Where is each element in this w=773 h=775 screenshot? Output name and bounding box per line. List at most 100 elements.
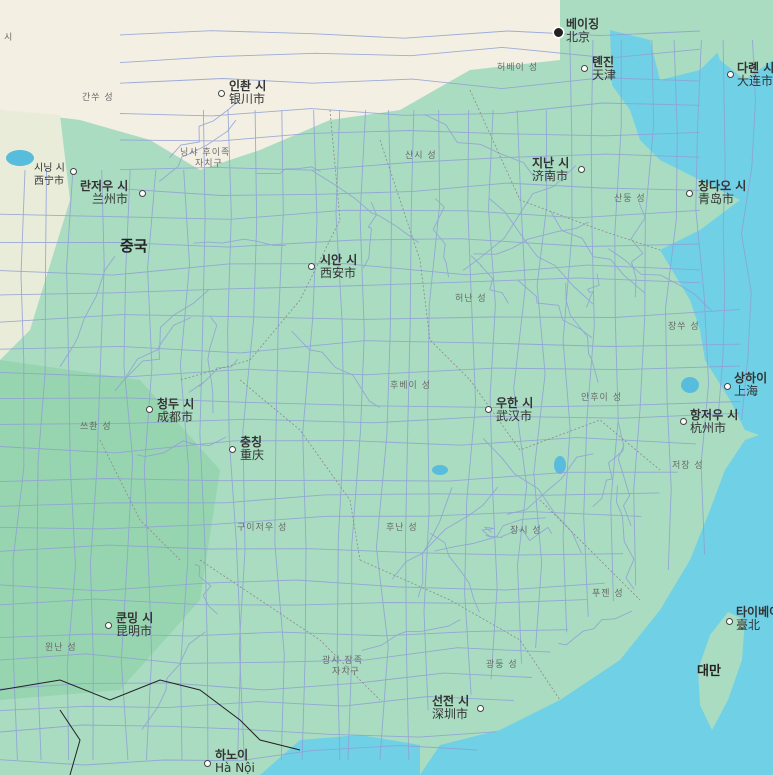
city-marker-shanghai[interactable]: [724, 383, 731, 390]
city-wuhan[interactable]: 우한 시 武汉市: [496, 397, 533, 423]
vietnam-border: [0, 679, 301, 751]
road: [312, 170, 419, 243]
road: [119, 182, 701, 196]
city-hangzhou-local: 杭州市: [690, 421, 727, 435]
city-chengdu-ko: 청두 시: [157, 397, 195, 411]
city-tianjin[interactable]: 톈진 天津: [592, 56, 616, 82]
city-marker-dalian[interactable]: [727, 71, 734, 78]
road: [0, 672, 533, 691]
province-label-jiangxi: 장시 성: [510, 526, 542, 536]
road: [0, 598, 587, 606]
road: [0, 437, 696, 454]
city-taipei[interactable]: 타이베이 臺北: [736, 606, 773, 632]
city-chengdu[interactable]: 청두 시 成都市: [157, 398, 194, 424]
province-label-guizhou: 구이저우 성: [237, 523, 288, 533]
laos-border: [59, 709, 81, 775]
province-label-hunan: 후난 성: [386, 523, 418, 533]
road: [119, 30, 701, 39]
road: [586, 273, 600, 308]
road: [114, 317, 192, 392]
province-label-gansu: 간쑤 성: [82, 93, 114, 103]
province-label-guangdong: 광둥 성: [486, 660, 518, 670]
city-xian-ko: 시안 시: [320, 253, 358, 267]
road: [0, 340, 741, 354]
city-marker-taipei[interactable]: [726, 618, 733, 625]
road: [238, 109, 258, 761]
city-marker-tianjin[interactable]: [581, 65, 588, 72]
road: [562, 39, 573, 633]
city-xian[interactable]: 시안 시 西安市: [320, 254, 357, 280]
city-marker-yinchuan[interactable]: [218, 90, 225, 97]
road: [583, 39, 595, 617]
city-chongqing[interactable]: 충칭 重庆: [240, 436, 264, 462]
city-xining-ko: 시닝 시: [34, 163, 65, 174]
road: [66, 169, 76, 761]
road: [207, 315, 218, 414]
city-marker-hanoi[interactable]: [204, 760, 211, 767]
city-marker-chengdu[interactable]: [146, 406, 153, 413]
city-lanzhou[interactable]: 란저우 시 兰州市: [80, 180, 128, 206]
road: [695, 39, 710, 555]
city-lanzhou-local: 兰州市: [92, 192, 129, 206]
city-marker-kunming[interactable]: [105, 622, 112, 629]
city-shanghai-ko: 상하이: [734, 371, 768, 385]
road: [0, 696, 514, 712]
city-yinchuan[interactable]: 인촨 시 银川市: [229, 80, 266, 106]
city-lanzhou-ko: 란저우 시: [80, 179, 129, 193]
road: [193, 238, 286, 247]
road: [473, 221, 590, 255]
city-marker-qingdao[interactable]: [686, 190, 693, 197]
city-shenzhen[interactable]: 선전 시 深圳市: [432, 695, 469, 721]
city-marker-xian[interactable]: [308, 263, 315, 270]
city-marker-xining[interactable]: [70, 168, 77, 175]
city-marker-hangzhou[interactable]: [680, 418, 687, 425]
city-marker-wuhan[interactable]: [485, 406, 492, 413]
road: [347, 109, 367, 761]
road: [0, 365, 741, 378]
city-marker-chongqing[interactable]: [229, 446, 236, 453]
province-borders: [99, 89, 661, 701]
road: [391, 486, 499, 580]
road: [0, 647, 551, 664]
road: [375, 109, 392, 761]
road: [256, 166, 321, 175]
city-jinan[interactable]: 지난 시 济南市: [532, 157, 569, 183]
city-hanoi-local: Hà Nội: [215, 761, 255, 775]
city-dalian[interactable]: 다롄 시 大连市: [737, 62, 773, 88]
road: [615, 485, 635, 590]
capital-marker-beijing[interactable]: [554, 28, 563, 37]
road: [608, 248, 713, 313]
road: [119, 130, 701, 142]
city-yinchuan-local: 银川市: [229, 92, 266, 106]
road: [665, 39, 678, 571]
city-hanoi[interactable]: 하노이 Hà Nội: [215, 749, 255, 775]
city-hanoi-ko: 하노이: [215, 748, 249, 762]
road: [0, 544, 624, 556]
province-label-ningxia-1: 닝샤 후이족: [180, 148, 231, 158]
road: [717, 39, 726, 421]
city-xining[interactable]: 시닝 시 西宁市: [34, 162, 65, 188]
city-kunming-ko: 쿤밍 시: [116, 611, 154, 625]
road: [405, 109, 415, 761]
city-shanghai-local: 上海: [734, 384, 759, 398]
city-shanghai[interactable]: 상하이 上海: [734, 372, 767, 398]
road: [630, 202, 646, 298]
city-hangzhou[interactable]: 항저우 시 杭州市: [690, 409, 738, 435]
arid-region-west: [0, 110, 70, 360]
road: [0, 724, 496, 738]
city-marker-shenzhen[interactable]: [477, 705, 484, 712]
road: [12, 169, 26, 761]
country-label-taiwan: 대만: [697, 664, 721, 679]
forest-region: [0, 360, 220, 700]
city-marker-jinan[interactable]: [578, 166, 585, 173]
city-qingdao[interactable]: 칭다오 시 青岛市: [698, 180, 746, 206]
qinghai-lake: [6, 150, 34, 166]
city-chongqing-ko: 충칭: [240, 435, 263, 449]
road: [89, 169, 105, 761]
city-beijing[interactable]: 베이징 北京: [566, 18, 599, 44]
city-marker-lanzhou[interactable]: [139, 190, 146, 197]
city-kunming[interactable]: 쿤밍 시 昆明市: [116, 612, 153, 638]
province-label-sichuan: 쓰촨 성: [80, 422, 112, 432]
road: [143, 169, 157, 761]
